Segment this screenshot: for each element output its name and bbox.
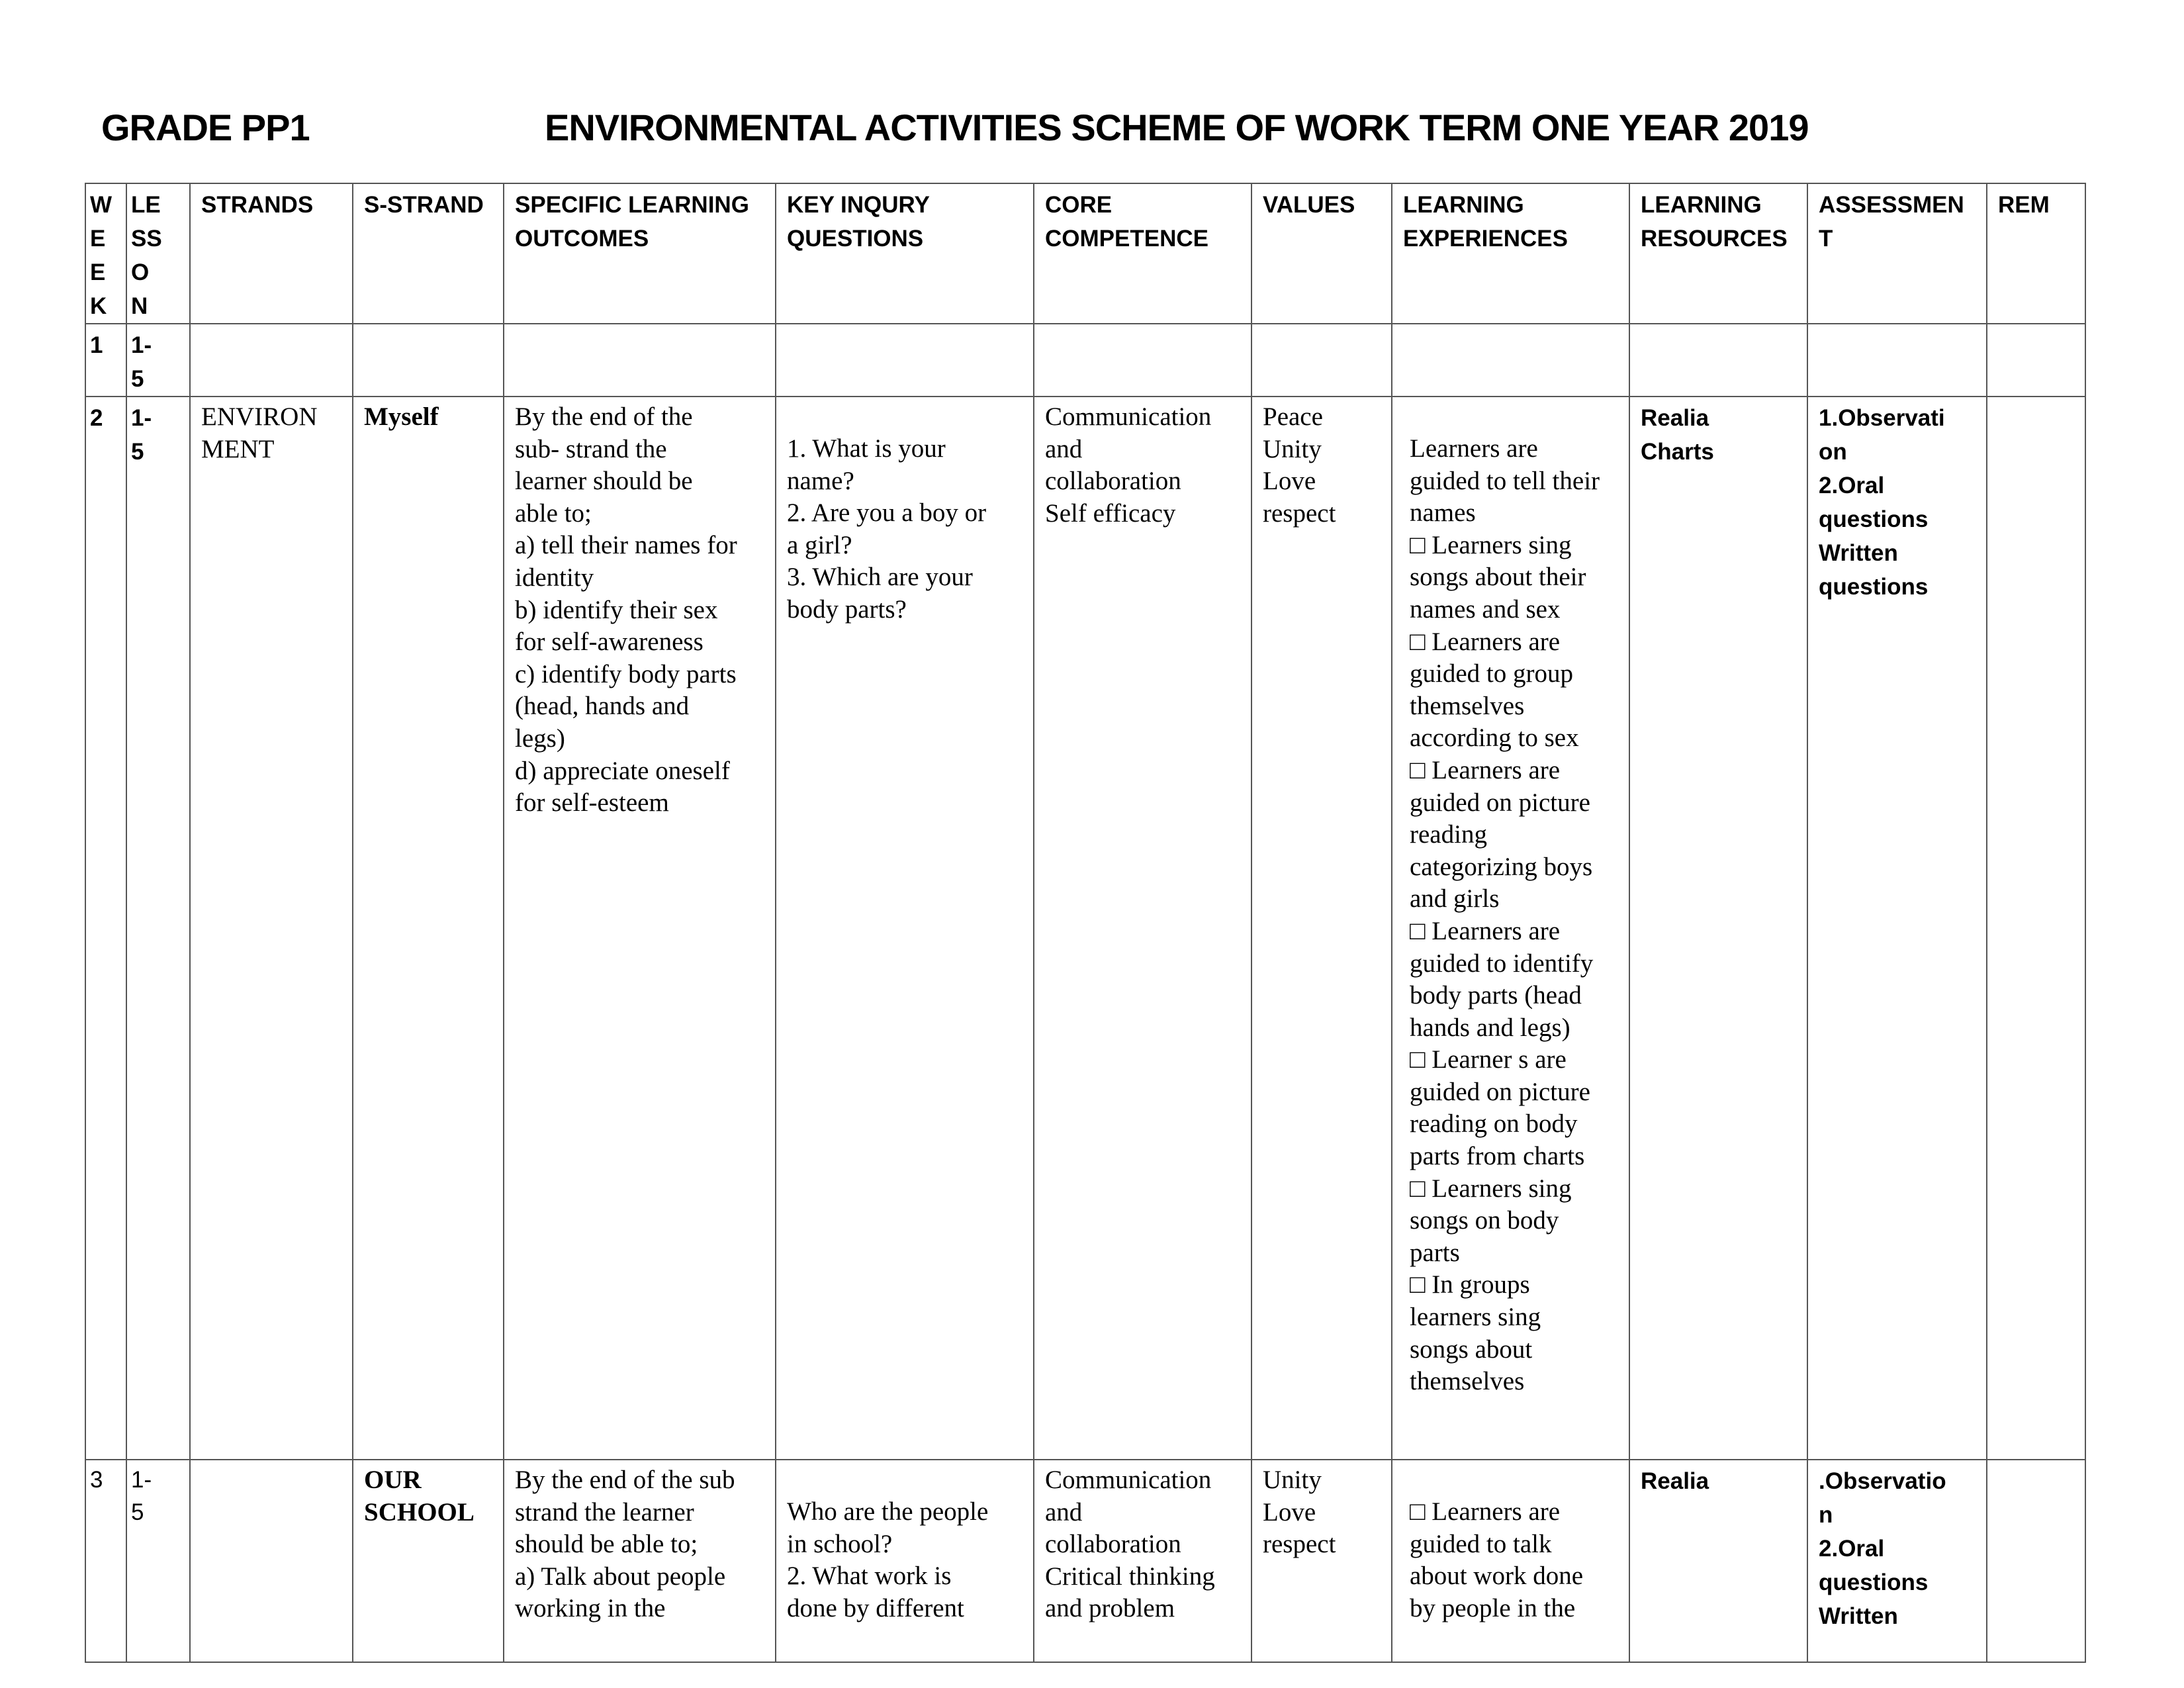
cell-resources: Realia Charts	[1629, 396, 1808, 1460]
cell-resources	[1629, 323, 1808, 397]
grade-label: GRADE PP1	[101, 107, 310, 148]
cell-sub-strand	[352, 323, 504, 397]
col-assessment: ASSESSMEN T	[1807, 183, 1987, 324]
document-title: ENVIRONMENTAL ACTIVITIES SCHEME OF WORK …	[545, 107, 1809, 148]
cell-remarks	[1986, 396, 2086, 1460]
cell-remarks	[1986, 1459, 2086, 1663]
cell-experiences: Learners are guided to tell their names …	[1391, 396, 1630, 1460]
header-row: W E E K LE SS O N STRANDS S-STRAND SPECI…	[85, 183, 2086, 324]
col-values: VALUES	[1251, 183, 1392, 324]
table-row: 1 1- 5	[85, 323, 2086, 397]
col-week: W E E K	[85, 183, 127, 324]
scheme-of-work-table: W E E K LE SS O N STRANDS S-STRAND SPECI…	[85, 183, 2086, 1663]
cell-competence	[1033, 323, 1252, 397]
cell-resources: Realia	[1629, 1459, 1808, 1663]
cell-outcomes	[503, 323, 776, 397]
cell-strand	[189, 1459, 353, 1663]
cell-assessment: 1.Observati on 2.Oral questions Written …	[1807, 396, 1987, 1460]
table-row: 3 1- 5 OUR SCHOOL By the end of the sub …	[85, 1459, 2086, 1663]
col-questions: KEY INQURY QUESTIONS	[775, 183, 1034, 324]
cell-week: 1	[85, 323, 127, 397]
col-remarks: REM	[1986, 183, 2086, 324]
cell-experiences	[1391, 323, 1630, 397]
table-row: 2 1- 5 ENVIRON MENT Myself By the end of…	[85, 396, 2086, 1460]
cell-lesson: 1- 5	[126, 1459, 191, 1663]
cell-outcomes: By the end of the sub- strand the learne…	[503, 396, 776, 1460]
cell-week: 2	[85, 396, 127, 1460]
cell-questions	[775, 323, 1034, 397]
cell-values	[1251, 323, 1392, 397]
cell-lesson: 1- 5	[126, 396, 191, 1460]
col-sub-strand: S-STRAND	[352, 183, 504, 324]
cell-values: Unity Love respect	[1251, 1459, 1392, 1663]
cell-remarks	[1986, 323, 2086, 397]
cell-competence: Communication and collaboration Critical…	[1033, 1459, 1252, 1663]
cell-questions: Who are the people in school? 2. What wo…	[775, 1459, 1034, 1663]
col-competence: CORE COMPETENCE	[1033, 183, 1252, 324]
cell-assessment	[1807, 323, 1987, 397]
cell-assessment: .Observatio n 2.Oral questions Written	[1807, 1459, 1987, 1663]
col-resources: LEARNING RESOURCES	[1629, 183, 1808, 324]
cell-strand: ENVIRON MENT	[189, 396, 353, 1460]
cell-strand	[189, 323, 353, 397]
cell-outcomes: By the end of the sub strand the learner…	[503, 1459, 776, 1663]
col-lesson: LE SS O N	[126, 183, 191, 324]
col-outcomes: SPECIFIC LEARNING OUTCOMES	[503, 183, 776, 324]
cell-lesson: 1- 5	[126, 323, 191, 397]
cell-values: Peace Unity Love respect	[1251, 396, 1392, 1460]
cell-week: 3	[85, 1459, 127, 1663]
cell-sub-strand: Myself	[352, 396, 504, 1460]
cell-questions: 1. What is your name? 2. Are you a boy o…	[775, 396, 1034, 1460]
cell-sub-strand: OUR SCHOOL	[352, 1459, 504, 1663]
cell-experiences: □ Learners are guided to talk about work…	[1391, 1459, 1630, 1663]
cell-competence: Communication and collaboration Self eff…	[1033, 396, 1252, 1460]
col-strands: STRANDS	[189, 183, 353, 324]
col-experiences: LEARNING EXPERIENCES	[1391, 183, 1630, 324]
